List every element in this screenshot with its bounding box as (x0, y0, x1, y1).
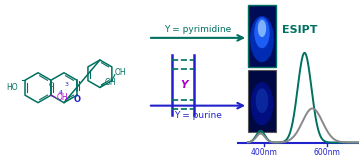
Text: Y = pyrimidine: Y = pyrimidine (164, 25, 232, 34)
Bar (248, 70, 276, 131)
Ellipse shape (258, 20, 266, 37)
Text: HO: HO (6, 83, 18, 92)
Ellipse shape (256, 88, 268, 113)
Text: 600nm: 600nm (313, 148, 340, 156)
Text: ESIPT: ESIPT (282, 25, 317, 35)
Text: OH: OH (115, 68, 126, 77)
Text: OH: OH (105, 78, 117, 87)
Ellipse shape (254, 17, 270, 48)
Text: 3: 3 (65, 82, 69, 87)
Ellipse shape (250, 16, 274, 62)
Text: OH: OH (57, 93, 69, 102)
Ellipse shape (251, 82, 273, 125)
Text: Y = purine: Y = purine (174, 111, 222, 120)
Text: O: O (48, 82, 53, 88)
Text: 400nm: 400nm (250, 148, 277, 156)
Text: Y: Y (180, 80, 188, 90)
Text: 4: 4 (59, 90, 63, 95)
Bar (248, 5, 276, 67)
Text: O: O (74, 95, 80, 104)
